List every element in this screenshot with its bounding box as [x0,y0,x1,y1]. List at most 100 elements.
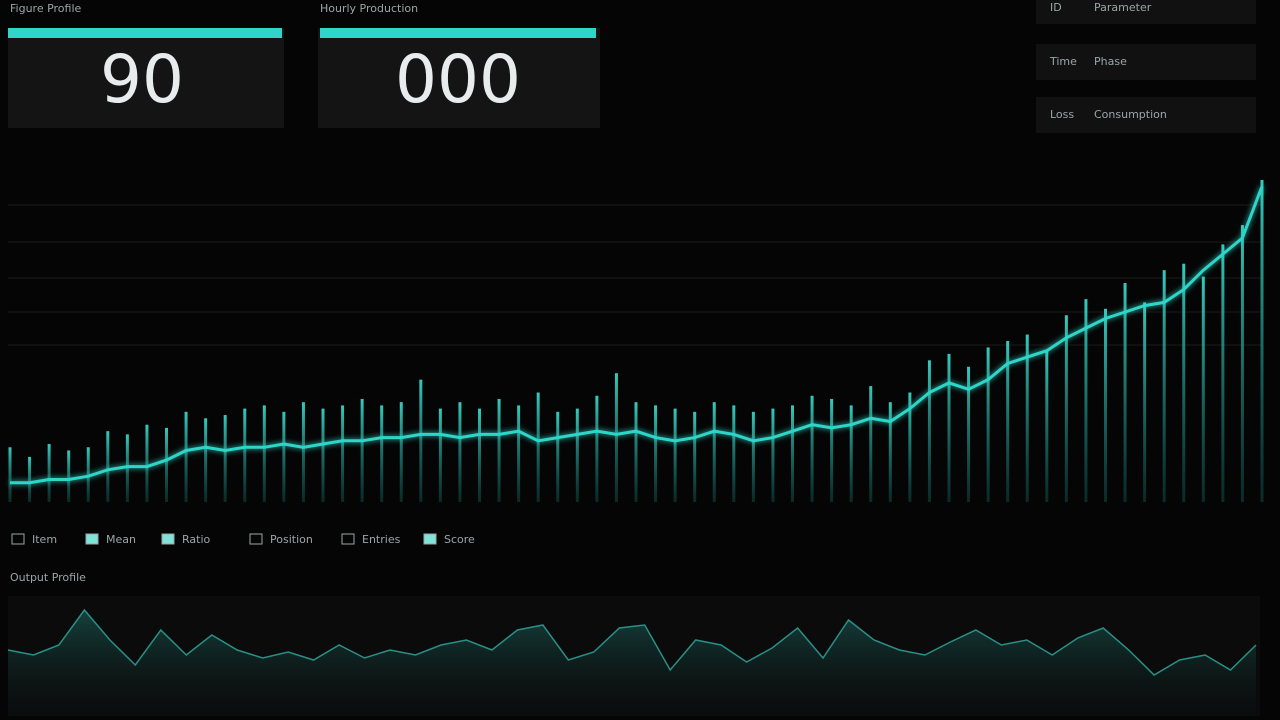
bar [693,411,697,502]
bottom-title: Output Profile [10,571,86,584]
bar [986,347,990,502]
bar [47,444,51,502]
bar [341,405,345,502]
legend-label: Ratio [182,533,211,546]
trend-line [10,185,1264,485]
bar [908,392,912,502]
list-label: Parameter [1094,1,1152,14]
legend-label: Item [32,533,57,546]
bar [673,408,677,502]
bar [1162,270,1166,502]
bar [732,405,736,502]
bar [262,405,266,502]
bar [1221,244,1225,502]
legend: Item Mean Ratio Position Entries Score [11,533,475,546]
bar [419,379,423,502]
legend-label: Mean [106,533,136,546]
bar [869,386,873,502]
bar [536,392,540,502]
bar [810,395,814,502]
legend-swatch [249,533,263,545]
legend-swatch [161,533,175,545]
list-label: Consumption [1094,108,1167,121]
bar [184,411,188,502]
bar [1045,350,1049,502]
list-row [1036,97,1256,133]
legend-label: Position [270,533,313,546]
kpi-bar [8,28,282,38]
bar [360,398,364,502]
bar [1104,308,1107,502]
bar [1201,276,1205,502]
bar [8,447,12,502]
bar [438,408,442,502]
kpi-label: Hourly Production [320,2,418,15]
kpi-value: 000 [395,41,521,118]
bar [888,402,892,502]
list-row [1036,44,1256,80]
list-key: Loss [1050,108,1074,121]
list-key: Time [1049,55,1077,68]
bar [321,408,325,502]
legend-swatch [85,533,99,545]
legend-swatch [11,533,25,545]
legend-label: Entries [362,533,401,546]
bar [458,402,462,502]
list-label: Phase [1094,55,1127,68]
bar [282,411,286,502]
bottom-chart [7,608,1257,716]
bar [1182,263,1186,502]
bar [634,402,638,502]
kpi-bar [320,28,596,38]
bar [497,398,501,502]
bar [145,424,149,502]
bar [614,373,618,502]
bar [243,408,247,502]
legend-swatch [423,533,437,545]
kpi-card [8,28,284,128]
bar [575,408,579,502]
kpi-value: 90 [100,41,184,118]
side-list: ID Parameter Time Phase Loss Consumption [1036,0,1256,133]
bar [830,398,834,502]
bar [204,418,208,502]
bar [1123,283,1127,502]
bar [165,427,168,502]
bar [478,408,481,502]
bar [517,405,521,502]
main-chart [8,180,1264,502]
bar [927,360,931,502]
bar [301,402,305,502]
list-key: ID [1050,1,1062,14]
bar [28,456,32,502]
bar [967,366,971,502]
bar [223,415,227,502]
bar [86,447,90,502]
legend-label: Score [444,533,475,546]
bar [1006,341,1010,502]
bar [751,411,755,502]
bar [595,395,599,502]
kpi-card [318,28,600,128]
bar [556,411,560,502]
grid [8,204,1262,346]
kpi-label: Figure Profile [10,2,82,15]
bar [67,450,71,502]
bar [1143,302,1147,502]
bar [1260,180,1264,502]
area-fill [8,610,1256,716]
bar [125,434,129,502]
bar [106,431,110,502]
bar [1084,299,1088,502]
bar [1240,225,1244,502]
bar [380,405,384,502]
bar [654,405,658,502]
legend-swatch [341,533,355,545]
bar [791,405,794,502]
bar [1025,334,1029,502]
bar [849,405,853,502]
list-row [1036,0,1256,24]
area-line [7,608,1257,676]
